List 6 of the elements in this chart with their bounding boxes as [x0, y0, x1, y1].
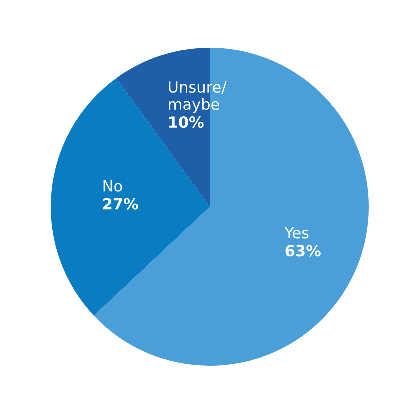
- slice-label: Yes: [284, 227, 309, 239]
- data-label: 63%: [286, 245, 321, 257]
- slice-label: No: [104, 180, 122, 192]
- slice-label: Unsure/ maybe: [169, 82, 227, 114]
- data-label: 27%: [104, 198, 138, 210]
- data-label: 10%: [170, 116, 204, 128]
